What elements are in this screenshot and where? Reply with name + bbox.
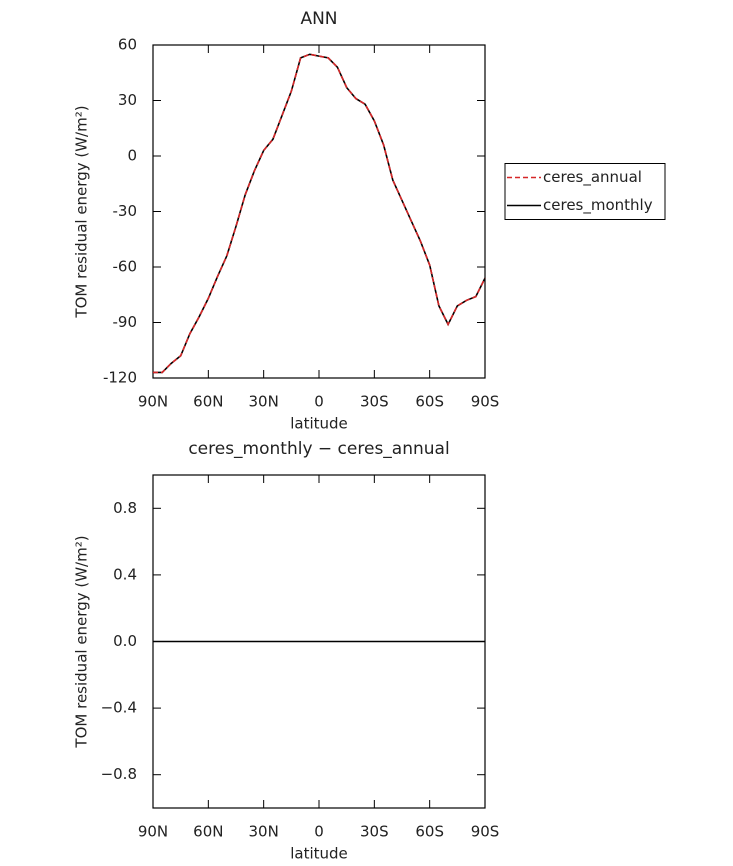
x-axis-label: latitude: [290, 415, 348, 433]
legend-box: [504, 163, 666, 220]
chart-title: ceres_monthly − ceres_annual: [188, 439, 449, 459]
y-tick-label: 0.8: [113, 499, 137, 517]
x-tick-label: 30S: [360, 823, 389, 841]
y-tick-label: -30: [113, 202, 138, 220]
x-axis-label: latitude: [290, 845, 348, 863]
x-tick-label: 0: [314, 823, 324, 841]
x-tick-label: 30S: [360, 393, 389, 411]
y-tick-label: 60: [118, 36, 137, 54]
x-tick-label: 60S: [415, 393, 444, 411]
x-tick-label: 60S: [415, 823, 444, 841]
plot-frame: [152, 44, 486, 379]
x-tick-label: 30N: [249, 393, 279, 411]
legend-label: ceres_monthly: [543, 196, 653, 215]
y-tick-label: -60: [113, 258, 138, 276]
y-tick-label: -120: [103, 369, 137, 387]
y-tick-label: 0.4: [113, 565, 137, 583]
x-tick-label: 60N: [193, 823, 223, 841]
x-tick-label: 90N: [138, 393, 168, 411]
y-tick-label: 30: [118, 91, 137, 109]
x-tick-label: 60N: [193, 393, 223, 411]
x-tick-label: 0: [314, 393, 324, 411]
x-tick-label: 90S: [471, 393, 500, 411]
data-line: [153, 53, 486, 374]
legend-label: ceres_annual: [543, 168, 642, 187]
y-tick-label: −0.4: [101, 699, 137, 717]
y-axis-label: TOM residual energy (W/m²): [73, 105, 91, 318]
x-tick-label: 90S: [471, 823, 500, 841]
chart-title: ANN: [300, 9, 337, 29]
y-tick-label: 0: [127, 147, 137, 165]
y-tick-label: −0.8: [101, 765, 137, 783]
x-tick-label: 90N: [138, 823, 168, 841]
y-axis-label: TOM residual energy (W/m²): [73, 535, 91, 748]
y-tick-label: -90: [113, 313, 138, 331]
data-line: [153, 53, 486, 374]
x-tick-label: 30N: [249, 823, 279, 841]
y-tick-label: 0.0: [113, 632, 137, 650]
